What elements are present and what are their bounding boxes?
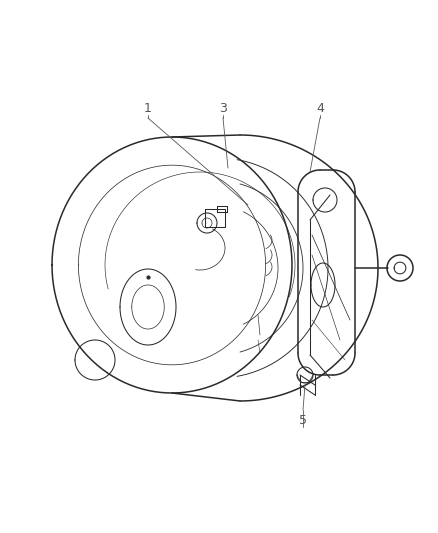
Text: 3: 3 [219, 101, 227, 115]
Text: 4: 4 [316, 101, 324, 115]
Text: 5: 5 [299, 414, 307, 426]
Text: 1: 1 [144, 101, 152, 115]
